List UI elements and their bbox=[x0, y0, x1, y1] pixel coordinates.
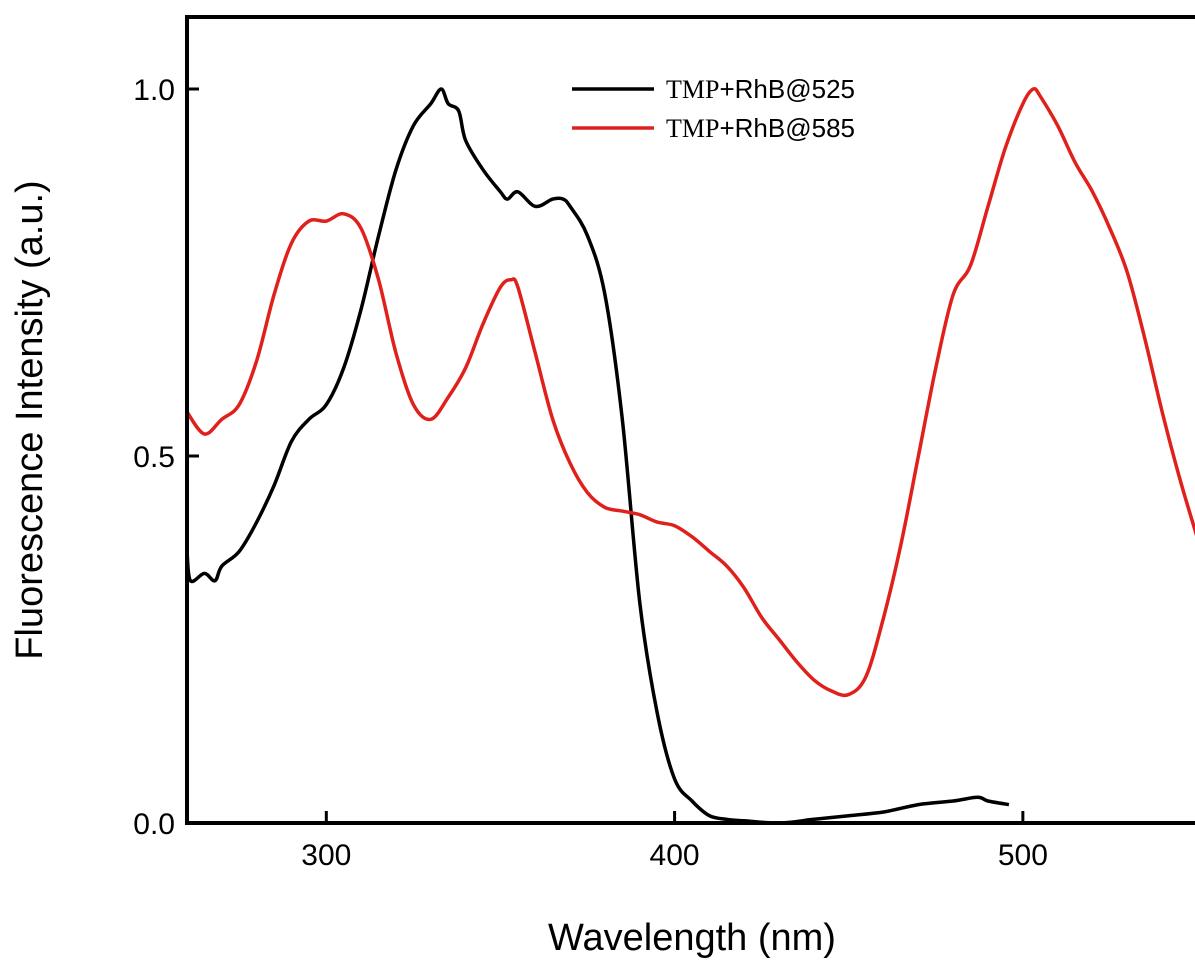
legend-item-525: TMP+RhB@525 bbox=[572, 74, 855, 104]
y-axis-ticks: 0.0 0.5 1.0 bbox=[133, 74, 199, 841]
legend-item-585: TMP+RhB@585 bbox=[572, 113, 855, 143]
legend: TMP+RhB@525 TMP+RhB@585 bbox=[572, 74, 855, 143]
y-axis-title: Fluorescence Intensity (a.u.) bbox=[9, 180, 51, 659]
legend-label-525: TMP+RhB@525 bbox=[666, 74, 855, 104]
series-layer bbox=[187, 86, 1195, 823]
x-tick-label: 500 bbox=[998, 839, 1048, 872]
y-tick-label: 1.0 bbox=[133, 74, 175, 107]
legend-label-525-prefix: TMP bbox=[666, 75, 719, 104]
y-tick-label: 0.0 bbox=[133, 808, 175, 841]
series-line-525 bbox=[187, 87, 1010, 823]
legend-label-585-prefix: TMP bbox=[666, 114, 719, 143]
x-tick-label: 400 bbox=[650, 839, 700, 872]
legend-label-585: TMP+RhB@585 bbox=[666, 113, 855, 143]
y-tick-label: 0.5 bbox=[133, 441, 175, 474]
x-axis-ticks: 300 400 500 bbox=[301, 811, 1048, 872]
legend-label-585-suffix: +RhB@585 bbox=[719, 113, 855, 143]
x-tick-label: 300 bbox=[301, 839, 351, 872]
x-axis-title: Wavelength (nm) bbox=[548, 917, 836, 959]
series-line-585 bbox=[187, 86, 1195, 698]
legend-label-525-suffix: +RhB@525 bbox=[719, 74, 855, 104]
plot-frame bbox=[185, 15, 1195, 825]
